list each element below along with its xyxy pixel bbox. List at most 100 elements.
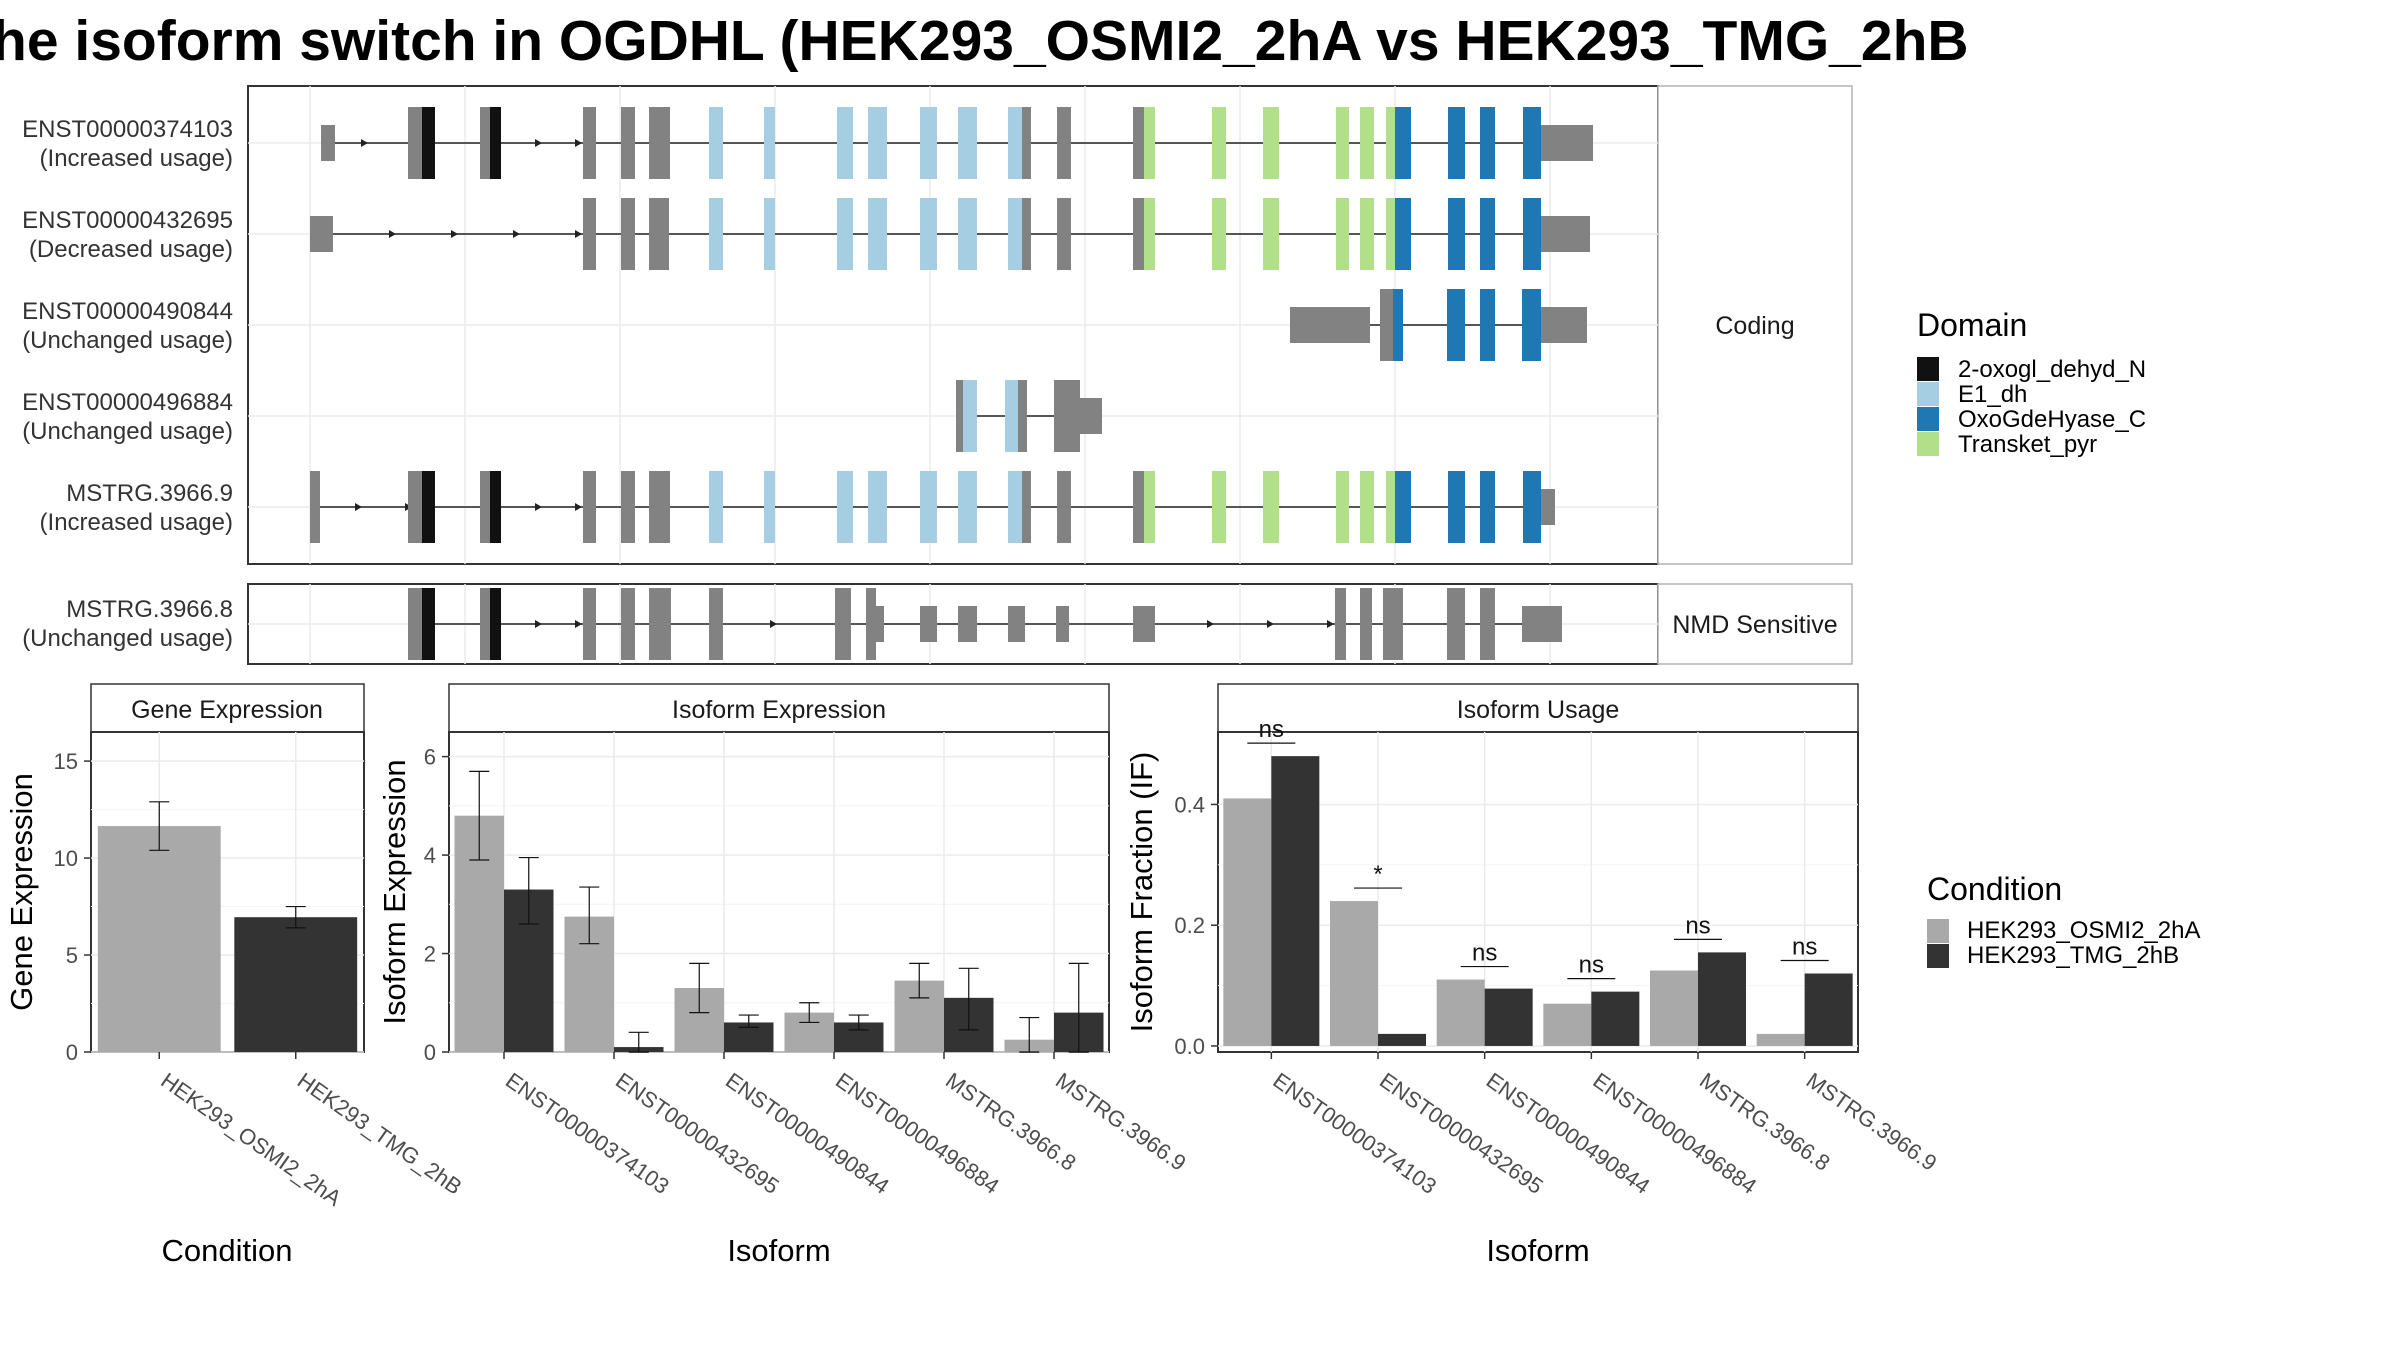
domain-exon-Transket_pyr xyxy=(1336,198,1349,270)
exon xyxy=(866,588,876,660)
isoform-usage-plot-frame xyxy=(1217,731,1859,1053)
domain-exon-E1_dh xyxy=(868,107,887,179)
domain-exon-Transket_pyr xyxy=(1144,471,1155,543)
strand-arrow xyxy=(575,620,582,628)
transcript-usage: (Unchanged usage) xyxy=(22,418,233,445)
domain-exon-OxoGdeHyase_C xyxy=(1523,107,1541,179)
legend-item-label: OxoGdeHyase_C xyxy=(1958,406,2146,433)
domain-exon-E1_dh xyxy=(1008,107,1022,179)
exon xyxy=(1054,380,1080,452)
legend-swatch-Transket_pyr xyxy=(1917,432,1939,456)
domain-exon-Transket_pyr xyxy=(1360,107,1374,179)
exon xyxy=(1133,471,1144,543)
exon xyxy=(649,107,657,179)
domain-exon-E1_dh xyxy=(868,471,887,543)
domain-exon-E1_dh xyxy=(709,198,723,270)
domain-exon-OxoGdeHyase_C xyxy=(1448,198,1465,270)
exon xyxy=(649,471,657,543)
isoform-expression-ylabel: Isoform Expression xyxy=(377,759,412,1024)
exon xyxy=(657,471,670,543)
exon xyxy=(321,125,335,161)
legend-item-label: 2-oxogl_dehyd_N xyxy=(1958,356,2146,383)
domain-exon-E1_dh xyxy=(764,471,775,543)
transcript-track-5 xyxy=(310,471,1555,543)
transcript-label-6: MSTRG.3966.8 (Unchanged usage) xyxy=(22,596,233,652)
transcript-label-1: ENST00000374103 (Increased usage) xyxy=(22,116,233,172)
domain-exon-OxoGdeHyase_C xyxy=(1523,198,1541,270)
exon xyxy=(657,198,669,270)
transcript-id: ENST00000496884 xyxy=(22,389,233,416)
exon xyxy=(1335,588,1346,660)
exon xyxy=(621,588,635,660)
domain-exon-OxoGdeHyase_C xyxy=(1480,471,1495,543)
domain-exon-Transket_pyr xyxy=(1212,107,1226,179)
transcript-usage: (Unchanged usage) xyxy=(22,327,233,354)
strand-arrow xyxy=(389,230,396,238)
bar xyxy=(234,917,358,1052)
strand-arrow xyxy=(535,503,542,511)
transcript-label-3: ENST00000490844 (Unchanged usage) xyxy=(22,298,233,354)
isoform-expression-xlabel: Isoform xyxy=(727,1233,830,1268)
bar xyxy=(1756,1033,1805,1046)
isoform-expression-strip-title: Isoform Expression xyxy=(672,696,886,724)
transcript-track-2 xyxy=(310,198,1590,270)
exon xyxy=(649,198,659,270)
domain-exon-2-oxogl_dehyd_N xyxy=(422,588,435,660)
exon xyxy=(408,107,422,179)
domain-exon-E1_dh xyxy=(837,107,853,179)
significance-label: ns xyxy=(1685,912,1710,939)
transcript-label-4: ENST00000496884 (Unchanged usage) xyxy=(22,389,233,445)
exon xyxy=(1057,471,1071,543)
domain-exon-E1_dh xyxy=(920,198,937,270)
domain-exon-OxoGdeHyase_C xyxy=(1523,471,1541,543)
significance-label: * xyxy=(1373,861,1382,888)
domain-exon-E1_dh xyxy=(709,471,723,543)
bar xyxy=(97,826,221,1052)
y-tick-label: 10 xyxy=(54,846,78,871)
legend-swatch-OxoGdeHyase_C xyxy=(1917,407,1939,431)
domain-exon-E1_dh xyxy=(920,107,937,179)
exon xyxy=(583,107,596,179)
exon xyxy=(1383,588,1403,660)
strand-arrow xyxy=(451,230,458,238)
gene-expression-strip xyxy=(90,683,365,733)
domain-exon-Transket_pyr xyxy=(1212,198,1226,270)
domain-exon-Transket_pyr xyxy=(1263,198,1279,270)
domain-exon-E1_dh xyxy=(837,471,853,543)
gene-expression-xlabel: Condition xyxy=(162,1233,293,1268)
domain-exon-Transket_pyr xyxy=(1336,471,1349,543)
isoform-expression-strip xyxy=(448,683,1110,733)
domain-exon-E1_dh xyxy=(709,107,723,179)
domain-exon-Transket_pyr xyxy=(1386,198,1395,270)
domain-exon-E1_dh xyxy=(764,107,775,179)
domain-exon-E1_dh xyxy=(837,198,853,270)
isoform-expression-chart: 0246ENST00000374103ENST00000432695ENST00… xyxy=(424,732,1191,1199)
strand-arrow xyxy=(513,230,520,238)
domain-exon-Transket_pyr xyxy=(1360,471,1374,543)
legend-swatch-condition-1 xyxy=(1927,919,1949,943)
legend-swatch-condition-2 xyxy=(1927,944,1949,968)
bar xyxy=(1804,973,1853,1046)
bar xyxy=(1591,991,1640,1046)
y-tick-label: 0.0 xyxy=(1174,1034,1205,1059)
isoform-usage-strip xyxy=(1217,683,1859,733)
legend-domain-title: Domain xyxy=(1917,307,2027,343)
domain-exon-E1_dh xyxy=(764,198,775,270)
domain-exon-2-oxogl_dehyd_N xyxy=(422,471,435,543)
domain-exon-OxoGdeHyase_C xyxy=(1395,107,1411,179)
y-tick-label: 6 xyxy=(424,745,436,770)
legend-swatch-E1_dh xyxy=(1917,382,1939,406)
isoform-usage-chart: ns*ns nsnsns0.00.20.4ENST00000374103ENST0… xyxy=(1174,716,1941,1199)
domain-exon-E1_dh xyxy=(920,471,937,543)
exon xyxy=(310,471,320,543)
domain-exon-E1_dh xyxy=(868,198,887,270)
exon xyxy=(1290,307,1370,343)
domain-exon-E1_dh xyxy=(1008,471,1022,543)
strand-arrow xyxy=(535,620,542,628)
y-tick-label: 2 xyxy=(424,942,436,967)
domain-exon-2-oxogl_dehyd_N xyxy=(490,471,501,543)
legend-item-label: E1_dh xyxy=(1958,381,2027,408)
exon xyxy=(1541,307,1587,343)
exon xyxy=(583,588,596,660)
exon xyxy=(709,588,723,660)
